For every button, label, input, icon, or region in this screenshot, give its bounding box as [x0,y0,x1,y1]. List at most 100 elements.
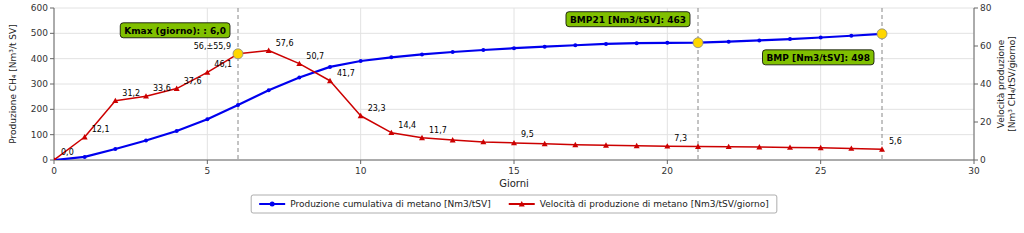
y2-tick [974,122,978,123]
y-tick [50,58,54,59]
annotation-box: BMP [Nm3/tSV]: 498 [763,50,875,65]
data-point [296,61,302,66]
x-tick [360,160,361,164]
annotation: 41,7 [337,69,355,78]
data-point [389,55,393,59]
y-tick-label: 0 [42,155,48,165]
annotation-box-label: BMP21 [Nm3/tSV]: 463 [570,15,686,25]
y2-axis-label: Velocità produzione[Nm³ CH₄/tSV/giorno] [996,36,1017,132]
x-tick-label: 15 [508,166,519,176]
grid-line [514,8,515,160]
data-point [819,36,823,40]
grid [54,8,974,160]
data-point [695,144,701,149]
y-tick-label: 600 [31,3,48,13]
x-tick-label: 20 [662,166,674,176]
annotation-box: BMP21 [Nm3/tSV]: 463 [566,12,690,27]
annotation: 14,4 [398,121,416,130]
data-point [757,38,761,42]
data-point [204,69,210,74]
plot-area [54,8,887,160]
data-point [175,129,179,133]
data-point [83,155,87,159]
data-point [603,142,609,147]
annotation: 57,6 [276,39,294,48]
y-tick [50,160,54,161]
y-tick [50,33,54,34]
data-point [849,34,853,38]
y-tick [50,134,54,135]
annotation: 46,1 [214,60,232,69]
annotation-box: Kmax (giorno): : 6,0 [120,23,230,38]
annotation-box-label: Kmax (giorno): : 6,0 [124,26,226,36]
annotation: 37,6 [184,77,202,86]
data-point [419,135,425,140]
series-line [54,51,882,160]
legend-frame [251,195,777,213]
data-point [451,50,455,54]
data-point [143,93,149,98]
annotation: 9,5 [521,130,534,139]
data-point [664,143,670,148]
data-point [236,103,240,107]
y-tick-label: 200 [31,104,48,114]
data-point [511,140,517,145]
data-point [787,144,793,149]
y2-tick [974,84,978,85]
x-tick-label: 30 [968,166,980,176]
data-point [481,48,485,52]
x-tick [514,160,515,164]
data-point [358,113,364,118]
y2-tick-label: 60 [980,41,992,51]
data-point [726,144,732,149]
data-point [327,78,333,83]
data-point [328,65,332,69]
y-tick-label: 300 [31,79,48,89]
x-tick [974,160,975,164]
y2-tick-label: 0 [980,155,986,165]
data-point [788,37,792,41]
data-point [818,145,824,150]
x-tick [207,160,208,164]
data-point [144,139,148,143]
data-point [450,137,456,142]
x-tick [667,160,668,164]
annotation-box-bg [120,23,230,38]
x-tick-label: 25 [815,166,826,176]
data-point [604,42,608,46]
annotation-box-bg [763,50,875,65]
y2-tick [974,160,978,161]
y2-tick [974,8,978,9]
grid-line [360,8,361,160]
y-tick-label: 500 [31,28,48,38]
annotation-box-bg [566,12,690,27]
highlight-marker [877,29,887,39]
data-point [572,142,578,147]
data-point [879,146,885,151]
annotation: 0,0 [61,148,74,157]
data-point [420,52,424,56]
reference-line [238,8,239,160]
data-point [480,139,486,144]
y2-tick-label: 80 [980,3,992,13]
x-tick [54,160,55,164]
series-line [54,34,882,160]
data-point [634,143,640,148]
annotation: 33,6 [153,84,171,93]
data-point [388,130,394,135]
y2-tick-label: 40 [980,79,992,89]
y-tick [50,109,54,110]
data-point [112,98,118,103]
axes: 0510152025300100200300400500600020406080 [31,3,992,176]
data-point [82,134,88,139]
data-point [542,141,548,146]
label-line: Velocità produzione [996,39,1006,128]
data-point [848,145,854,150]
annotation: 23,3 [368,104,386,113]
data-point [573,43,577,47]
annotations: Kmax (giorno): : 6,0 BMP21 [Nm3/tSV]: 463… [61,12,902,157]
highlight-marker [693,38,703,48]
label-line: [Nm³ CH₄/tSV/giorno] [1007,36,1017,132]
data-point [512,46,516,50]
x-tick [820,160,821,164]
